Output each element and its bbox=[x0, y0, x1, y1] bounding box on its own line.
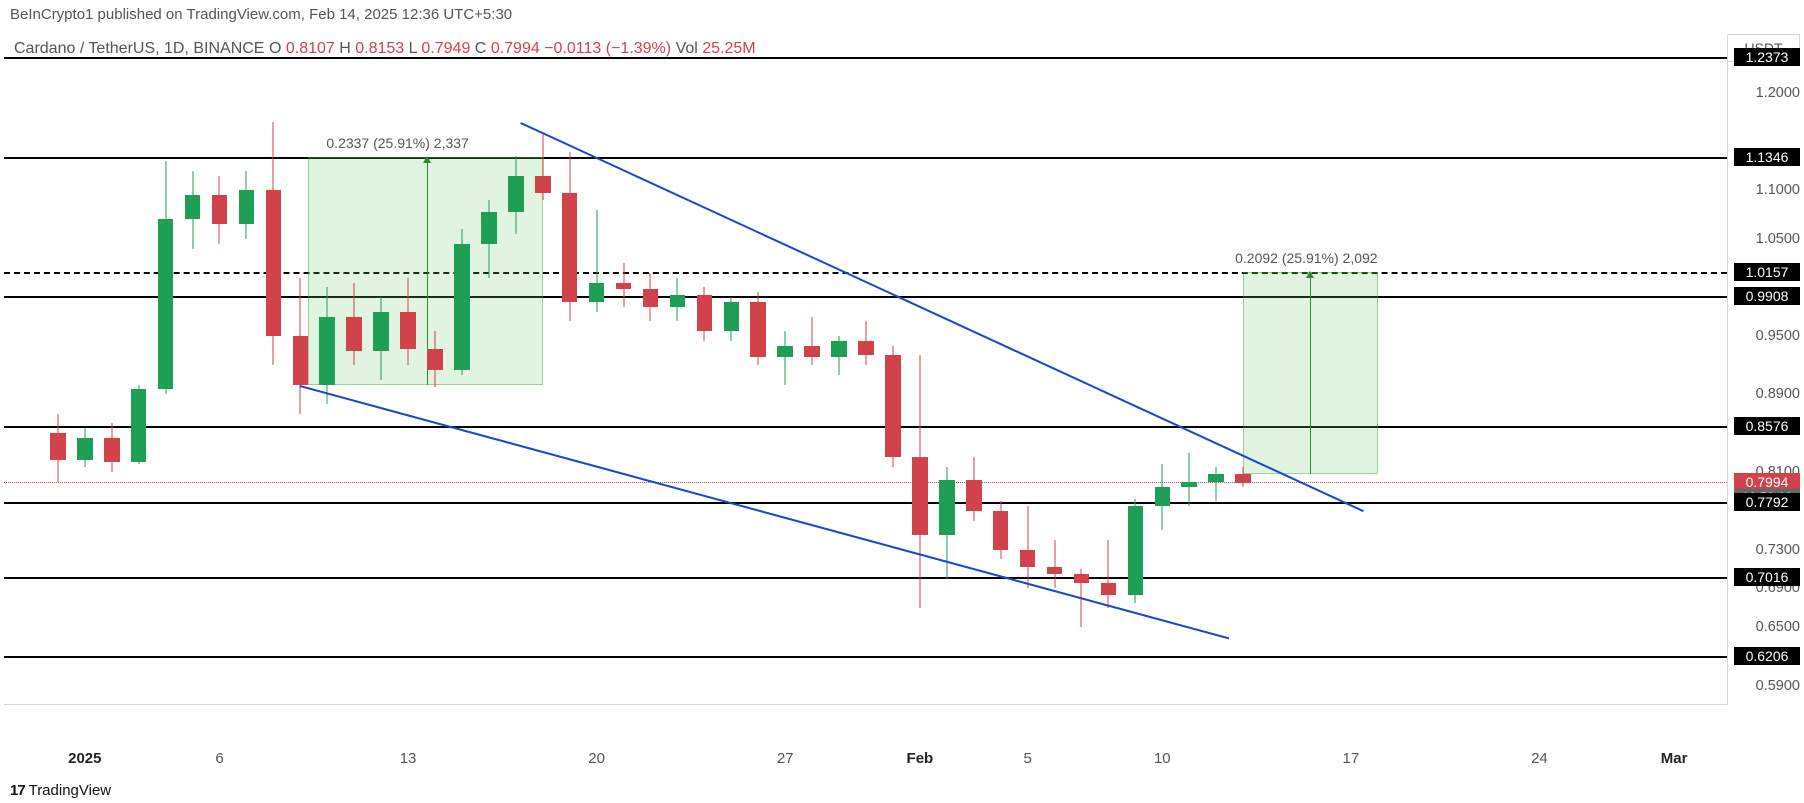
candle bbox=[804, 35, 820, 705]
candle bbox=[589, 35, 605, 705]
y-axis[interactable]: 1.20001.10001.05000.95000.89000.81000.73… bbox=[1728, 35, 1800, 705]
candle bbox=[966, 35, 982, 705]
candle bbox=[508, 35, 524, 705]
x-tick: 2025 bbox=[68, 750, 101, 767]
candle bbox=[77, 35, 93, 705]
x-tick: 20 bbox=[588, 750, 605, 767]
candle bbox=[212, 35, 228, 705]
x-tick: Feb bbox=[907, 750, 934, 767]
y-tick: 1.0500 bbox=[1734, 231, 1800, 247]
x-axis[interactable]: 2025 6 13 20 27 Feb 5 10 17 24 Mar bbox=[4, 741, 1728, 776]
y-price-box: 1.1346 bbox=[1734, 148, 1800, 166]
candle bbox=[1208, 35, 1224, 705]
y-price-box: 0.8576 bbox=[1734, 417, 1800, 435]
candle bbox=[293, 35, 309, 705]
x-tick: 17 bbox=[1343, 750, 1360, 767]
candle bbox=[185, 35, 201, 705]
candle bbox=[670, 35, 686, 705]
y-price-box: 0.6206 bbox=[1734, 647, 1800, 665]
candle bbox=[266, 35, 282, 705]
y-tick: 0.6500 bbox=[1734, 619, 1800, 635]
candle bbox=[50, 35, 66, 705]
x-tick: 24 bbox=[1531, 750, 1548, 767]
publish-info: BeInCrypto1 published on TradingView.com… bbox=[10, 6, 512, 23]
y-price-box: 0.7016 bbox=[1734, 568, 1800, 586]
x-tick: 13 bbox=[400, 750, 417, 767]
y-price-box: 0.9908 bbox=[1734, 287, 1800, 305]
candle bbox=[319, 35, 335, 705]
y-tick: 0.8900 bbox=[1734, 386, 1800, 402]
candle bbox=[1235, 35, 1251, 705]
y-tick: 0.5900 bbox=[1734, 678, 1800, 694]
x-tick: 27 bbox=[777, 750, 794, 767]
candle bbox=[454, 35, 470, 705]
tv-logo-text: TradingView bbox=[25, 782, 111, 799]
candle bbox=[643, 35, 659, 705]
projection-label: 0.2092 (25.91%) 2,092 bbox=[1235, 250, 1377, 266]
candle bbox=[1020, 35, 1036, 705]
candle bbox=[939, 35, 955, 705]
candle bbox=[993, 35, 1009, 705]
y-tick: 1.2000 bbox=[1734, 85, 1800, 101]
x-tick: 6 bbox=[215, 750, 223, 767]
publish-text: BeInCrypto1 published on TradingView.com… bbox=[10, 6, 512, 23]
y-tick: 0.7300 bbox=[1734, 542, 1800, 558]
candle bbox=[400, 35, 416, 705]
tv-logo-icon: 17 bbox=[10, 782, 25, 799]
candle bbox=[158, 35, 174, 705]
candle bbox=[373, 35, 389, 705]
candle bbox=[750, 35, 766, 705]
arrowhead-icon bbox=[1306, 271, 1314, 278]
candle bbox=[427, 35, 443, 705]
x-tick: 10 bbox=[1154, 750, 1171, 767]
candle bbox=[777, 35, 793, 705]
candle bbox=[831, 35, 847, 705]
candle bbox=[858, 35, 874, 705]
candle bbox=[346, 35, 362, 705]
candle bbox=[885, 35, 901, 705]
candle bbox=[724, 35, 740, 705]
y-price-box: 1.2373 bbox=[1734, 48, 1800, 66]
candle bbox=[1074, 35, 1090, 705]
candle bbox=[912, 35, 928, 705]
x-tick: 5 bbox=[1023, 750, 1031, 767]
candle bbox=[1128, 35, 1144, 705]
candle bbox=[562, 35, 578, 705]
x-tick: Mar bbox=[1661, 750, 1688, 767]
candle bbox=[1155, 35, 1171, 705]
y-price-box: 0.7792 bbox=[1734, 493, 1800, 511]
tradingview-logo: 17 TradingView bbox=[10, 782, 111, 799]
candle bbox=[131, 35, 147, 705]
candle bbox=[1181, 35, 1197, 705]
price-plot[interactable]: 0.2337 (25.91%) 2,3370.2092 (25.91%) 2,0… bbox=[4, 35, 1728, 705]
candle bbox=[697, 35, 713, 705]
candle bbox=[616, 35, 632, 705]
y-tick: 1.1000 bbox=[1734, 182, 1800, 198]
candle bbox=[104, 35, 120, 705]
candle bbox=[481, 35, 497, 705]
y-price-box: 1.0157 bbox=[1734, 263, 1800, 281]
chart-area: USDT 0.2337 (25.91%) 2,3370.2092 (25.91%… bbox=[4, 35, 1800, 776]
projection-arrow bbox=[1310, 272, 1311, 474]
y-tick: 0.9500 bbox=[1734, 328, 1800, 344]
candle bbox=[239, 35, 255, 705]
